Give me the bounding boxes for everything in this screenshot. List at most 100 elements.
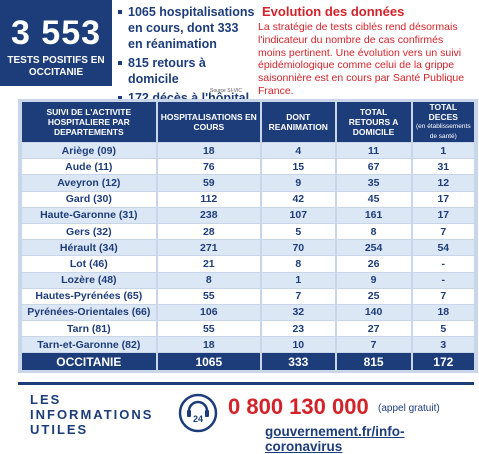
cell: 7 bbox=[412, 223, 474, 240]
row-label: Gard (30) bbox=[22, 191, 156, 207]
column-header-text: TOTAL DECES bbox=[428, 102, 458, 122]
info-title-line: INFORMATIONS bbox=[30, 407, 154, 422]
cell: 254 bbox=[336, 240, 411, 256]
row-label: Tarn-et-Garonne (82) bbox=[22, 337, 156, 353]
info-title-line: UTILES bbox=[30, 422, 89, 437]
phone: 0 800 130 000 bbox=[228, 394, 369, 419]
cell: 59 bbox=[157, 175, 260, 191]
cell: 55 bbox=[157, 321, 260, 337]
cell: 35 bbox=[336, 175, 411, 191]
info-title-line: LES bbox=[30, 392, 62, 407]
column-header: DONT REANIMATION bbox=[262, 102, 335, 142]
cell: 54 bbox=[412, 240, 474, 256]
cell: 11 bbox=[336, 143, 411, 159]
table-row: Tarn (81) 55 23 27 5 bbox=[22, 321, 474, 337]
cell: 18 bbox=[157, 143, 260, 159]
row-label: Gers (32) bbox=[22, 223, 156, 240]
column-header: HOSPITALISATIONS EN COURS bbox=[157, 102, 260, 142]
column-header-text: DONT REANIMATION bbox=[268, 112, 328, 132]
cell: 7 bbox=[336, 337, 411, 353]
row-label: Aveyron (12) bbox=[22, 175, 156, 191]
table-row: Lozère (48) 8 1 9- bbox=[22, 272, 474, 288]
cell: 5 bbox=[412, 321, 474, 337]
column-header-text: SUIVI DE L'ACTIVITE HOSPITALIERE PAR DEP… bbox=[46, 107, 132, 137]
cell: - bbox=[412, 272, 474, 288]
cell: 25 bbox=[336, 288, 411, 304]
column-header: TOTAL RETOURS A DOMICILE bbox=[336, 102, 411, 142]
total-label: OCCITANIE bbox=[22, 353, 156, 371]
cell: 67 bbox=[336, 159, 411, 175]
cell: 26 bbox=[336, 256, 411, 272]
column-header: TOTAL DECES (en établissements de santé) bbox=[412, 102, 474, 142]
cell: 17 bbox=[412, 191, 474, 207]
cell: 4 bbox=[262, 143, 335, 159]
row-label: Hautes-Pyrénées (65) bbox=[22, 288, 156, 304]
cell: 45 bbox=[336, 191, 411, 207]
row-label: Lot (46) bbox=[22, 256, 156, 272]
phone-note: (appel gratuit) bbox=[378, 403, 440, 414]
bullet: 815 retours à domicile bbox=[118, 55, 256, 87]
cell: 76 bbox=[157, 159, 260, 175]
cell: 8 bbox=[157, 272, 260, 288]
cell: 8 bbox=[336, 223, 411, 240]
row-label: Aude (11) bbox=[22, 159, 156, 175]
cell: 17 bbox=[412, 207, 474, 223]
cell: 31 bbox=[412, 159, 474, 175]
total-cell: 815 bbox=[336, 353, 411, 371]
cell: 1 bbox=[262, 272, 335, 288]
cell: 12 bbox=[412, 175, 474, 191]
cell: - bbox=[412, 256, 474, 272]
header-row: SUIVI DE L'ACTIVITE HOSPITALIERE PAR DEP… bbox=[22, 102, 474, 142]
cell: 9 bbox=[336, 272, 411, 288]
cell: 32 bbox=[262, 304, 335, 321]
cell: 161 bbox=[336, 207, 411, 223]
column-header-note: (en établissements de santé) bbox=[416, 123, 471, 140]
cell: 112 bbox=[157, 191, 260, 207]
evolution-title: Evolution des données bbox=[262, 4, 405, 19]
row-label: Ariège (09) bbox=[22, 143, 156, 159]
row-label: Hérault (34) bbox=[22, 240, 156, 256]
total-cell: 172 bbox=[412, 353, 474, 371]
table-row: Ariège (09) 18 4 11 1 bbox=[22, 143, 474, 159]
table-row: Gard (30) 112 42 45 17 bbox=[22, 191, 474, 207]
table: SUIVI DE L'ACTIVITE HOSPITALIERE PAR DEP… bbox=[20, 101, 476, 371]
table-row: Pyrénées-Orientales (66) 106 32 140 18 bbox=[22, 304, 474, 321]
cell: 107 bbox=[262, 207, 335, 223]
column-header-text: HOSPITALISATIONS EN COURS bbox=[160, 112, 257, 132]
cell: 9 bbox=[262, 175, 335, 191]
bullet-list: 1065 hospitalisations en cours, dont 333… bbox=[118, 4, 256, 109]
column-header: SUIVI DE L'ACTIVITE HOSPITALIERE PAR DEP… bbox=[22, 102, 156, 142]
cell: 5 bbox=[262, 223, 335, 240]
cell: 28 bbox=[157, 223, 260, 240]
cell: 21 bbox=[157, 256, 260, 272]
cell: 8 bbox=[262, 256, 335, 272]
bullet: 1065 hospitalisations en cours, dont 333… bbox=[118, 4, 256, 52]
row-label: Haute-Garonne (31) bbox=[22, 207, 156, 223]
cell: 7 bbox=[412, 288, 474, 304]
cell: 18 bbox=[412, 304, 474, 321]
count: 3 553 bbox=[10, 14, 102, 52]
cell: 42 bbox=[262, 191, 335, 207]
cell: 7 bbox=[262, 288, 335, 304]
cell: 140 bbox=[336, 304, 411, 321]
table-row: Aveyron (12) 59 9 35 12 bbox=[22, 175, 474, 191]
table-row: Hérault (34) 271 70 254 54 bbox=[22, 240, 474, 256]
column-header-text: TOTAL RETOURS A DOMICILE bbox=[348, 107, 399, 137]
cell: 70 bbox=[262, 240, 335, 256]
row-label: Tarn (81) bbox=[22, 321, 156, 337]
count-box: 3 553 TESTS POSITIFS EN OCCITANIE bbox=[0, 0, 112, 86]
cell: 18 bbox=[157, 337, 260, 353]
source: Source SI-VIC bbox=[210, 88, 242, 94]
table-row: Aude (11) 76 15 67 31 bbox=[22, 159, 474, 175]
cell: 10 bbox=[262, 337, 335, 353]
table-row: Haute-Garonne (31) 238 107 161 17 bbox=[22, 207, 474, 223]
separator bbox=[18, 382, 474, 385]
evolution: Evolution des données La stratégie de te… bbox=[258, 4, 474, 98]
cell: 106 bbox=[157, 304, 260, 321]
row-label: Pyrénées-Orientales (66) bbox=[22, 304, 156, 321]
cell: 15 bbox=[262, 159, 335, 175]
cell: 238 bbox=[157, 207, 260, 223]
row-label: Lozère (48) bbox=[22, 272, 156, 288]
total-cell: 333 bbox=[262, 353, 335, 371]
